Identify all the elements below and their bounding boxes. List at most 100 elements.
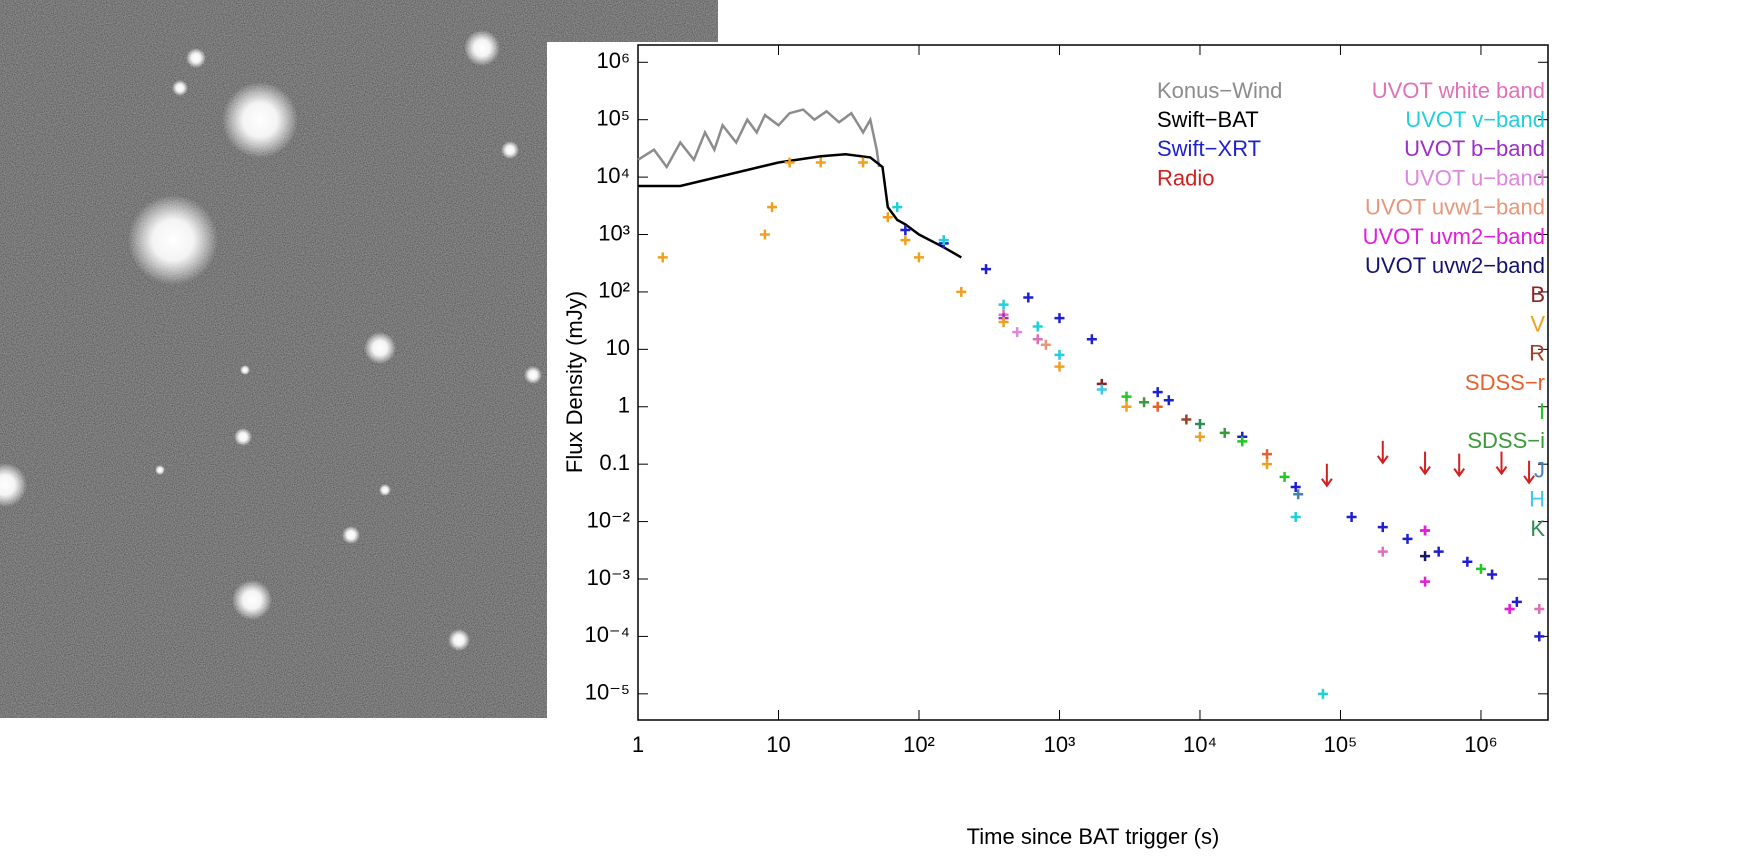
upper-limit — [1495, 451, 1508, 476]
y-tick-label: 10⁻⁵ — [585, 680, 630, 705]
legend-entry: B — [1530, 282, 1545, 307]
data-point — [900, 235, 911, 246]
y-axis-label: Flux Density (mJy) — [562, 291, 587, 473]
x-axis-label: Time since BAT trigger (s) — [967, 824, 1220, 849]
y-tick-label: 10³ — [598, 220, 630, 245]
data-point — [1194, 431, 1205, 442]
chart-panel — [547, 42, 1758, 863]
upper-limit — [1376, 440, 1389, 465]
data-point — [858, 157, 869, 168]
data-point — [1420, 576, 1431, 587]
upper-limit — [1453, 453, 1466, 478]
y-tick-label: 10⁶ — [596, 48, 630, 73]
data-point — [1219, 427, 1230, 438]
data-point — [1040, 339, 1051, 350]
legend-entry: UVOT v−band — [1405, 107, 1545, 132]
x-tick-label: 10² — [903, 732, 935, 757]
y-tick-label: 10⁻² — [587, 507, 630, 532]
data-point — [981, 264, 992, 275]
legend-entry: I — [1539, 399, 1545, 424]
data-point — [1377, 546, 1388, 557]
data-point — [1086, 334, 1097, 345]
x-tick-label: 10⁴ — [1183, 732, 1217, 757]
data-point — [1012, 327, 1023, 338]
x-tick-label: 10⁵ — [1324, 732, 1358, 757]
upper-limit — [1523, 460, 1535, 485]
data-point — [1475, 563, 1486, 574]
x-tick-label: 10 — [766, 732, 790, 757]
upper-limit — [1419, 451, 1431, 476]
data-point — [938, 235, 949, 246]
data-point — [1152, 401, 1163, 412]
data-point — [1096, 384, 1107, 395]
data-point — [1487, 569, 1498, 580]
x-tick-label: 10⁶ — [1464, 732, 1498, 757]
light-curve — [637, 108, 881, 170]
data-point — [1346, 512, 1357, 523]
data-point — [1504, 604, 1515, 615]
data-point — [1290, 512, 1301, 523]
y-tick-label: 10⁴ — [596, 163, 630, 188]
data-point — [1262, 459, 1273, 470]
legend-entry: R — [1529, 341, 1545, 366]
y-tick-label: 10⁵ — [596, 106, 630, 131]
data-point — [1023, 292, 1034, 303]
legend-entry: Konus−Wind — [1157, 78, 1282, 103]
data-point — [759, 229, 770, 240]
y-tick-label: 10⁻⁴ — [584, 622, 630, 647]
data-point — [1511, 596, 1522, 607]
upper-limit — [1321, 463, 1333, 488]
data-point — [1032, 334, 1043, 345]
data-point — [1054, 361, 1065, 372]
data-point — [1377, 522, 1388, 533]
legend-entry: Swift−BAT — [1157, 107, 1259, 132]
data-point — [1152, 387, 1163, 398]
data-point — [1279, 471, 1290, 482]
data-point — [1534, 604, 1545, 615]
legend-entry: H — [1529, 487, 1545, 512]
data-point — [1433, 546, 1444, 557]
x-tick-label: 10³ — [1044, 732, 1076, 757]
legend-entry: UVOT u−band — [1404, 165, 1545, 190]
legend-entry: UVOT b−band — [1404, 136, 1545, 161]
data-point — [1420, 551, 1431, 562]
legend-entry: UVOT uvw1−band — [1365, 195, 1545, 220]
x-tick-label: 1 — [632, 732, 644, 757]
data-point — [1121, 391, 1132, 402]
data-point — [1293, 489, 1304, 500]
data-point — [882, 212, 893, 223]
data-point — [956, 286, 967, 297]
data-point — [913, 252, 924, 263]
legend-entry: K — [1530, 516, 1545, 541]
data-point — [1237, 436, 1248, 447]
data-point — [1290, 482, 1301, 493]
data-point — [1420, 525, 1431, 536]
data-point — [657, 252, 668, 263]
data-point — [767, 202, 778, 213]
data-point — [1054, 349, 1065, 360]
data-point — [1534, 631, 1545, 642]
data-point — [1181, 414, 1192, 425]
data-point — [998, 316, 1009, 327]
data-point — [1317, 688, 1328, 699]
data-point — [1462, 556, 1473, 567]
y-tick-label: 1 — [618, 393, 630, 418]
data-point — [784, 157, 795, 168]
legend-entry: Radio — [1157, 165, 1214, 190]
data-point — [1402, 533, 1413, 544]
legend-entry: V — [1530, 311, 1545, 336]
y-tick-label: 10² — [598, 278, 630, 303]
legend-entry: Swift−XRT — [1157, 136, 1261, 161]
legend-entry: SDSS−r — [1465, 370, 1545, 395]
data-point — [1163, 395, 1174, 406]
data-point — [1032, 321, 1043, 332]
data-point — [892, 202, 903, 213]
data-point — [1054, 313, 1065, 324]
legend-entry: UVOT uvm2−band — [1363, 224, 1545, 249]
plot-frame — [637, 44, 1549, 721]
legend-entry: UVOT uvw2−band — [1365, 253, 1545, 278]
legend-entry: SDSS−i — [1467, 428, 1545, 453]
data-point — [1262, 449, 1273, 460]
